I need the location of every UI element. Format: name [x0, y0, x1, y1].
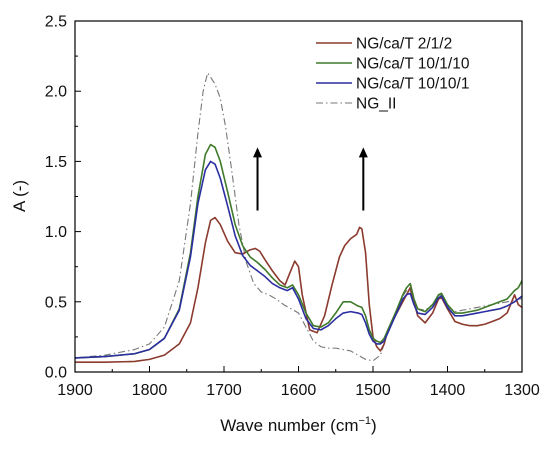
y-tick-label: 2.5 — [45, 14, 67, 31]
x-tick-label: 1700 — [206, 382, 242, 399]
series-line-3 — [74, 72, 522, 362]
x-tick-label: 1600 — [281, 382, 317, 399]
x-axis-title-sup: −1 — [359, 415, 372, 427]
x-tick-label: 1500 — [355, 382, 391, 399]
y-tick-label: 0.5 — [45, 294, 67, 311]
legend-label-1: NG/ca/T 10/1/10 — [356, 56, 470, 73]
plot-frame — [74, 20, 523, 373]
series-layer — [74, 72, 523, 363]
x-axis-title-close: ) — [371, 416, 377, 435]
annotation-arrow-head — [358, 147, 368, 158]
y-tick-label: 1.5 — [45, 154, 67, 171]
x-tick-label: 1900 — [57, 382, 93, 399]
y-axis: 0.0 0.5 1.0 1.5 2.0 2.5 — [45, 14, 81, 382]
series-line-0 — [75, 216, 523, 363]
x-tick-label: 1800 — [132, 382, 168, 399]
annotation-arrow-head — [253, 147, 263, 158]
x-axis: 1900 1800 1700 1600 1500 1400 1300 — [57, 366, 540, 399]
y-tick-label: 2.0 — [45, 84, 67, 101]
y-tick-label: 0.0 — [45, 365, 67, 382]
x-tick-label: 1400 — [430, 382, 466, 399]
legend-label-0: NG/ca/T 2/1/2 — [356, 36, 452, 53]
x-axis-title: Wave number (cm−1) — [220, 415, 376, 435]
series-line-2 — [74, 160, 523, 359]
y-axis-title: A (-) — [10, 180, 29, 212]
x-tick-label: 1300 — [504, 382, 540, 399]
legend-label-2: NG/ca/T 10/10/1 — [356, 76, 469, 93]
legend: NG/ca/T 2/1/2 NG/ca/T 10/1/10 NG/ca/T 10/1… — [316, 36, 470, 113]
y-tick-label: 1.0 — [45, 224, 67, 241]
series-line-1 — [74, 143, 523, 359]
annotation-layer — [253, 147, 368, 211]
legend-label-3: NG_II — [356, 96, 396, 113]
